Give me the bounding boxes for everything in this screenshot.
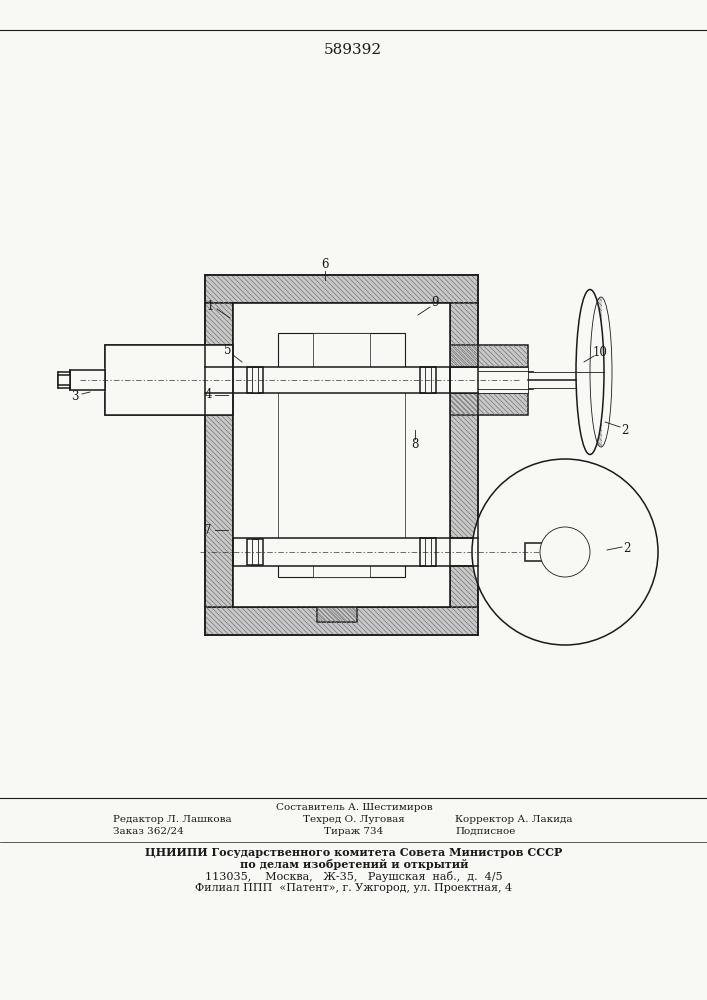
Text: Редактор Л. Лашкова: Редактор Л. Лашкова — [113, 814, 232, 824]
Bar — [115, 367, 450, 393]
Text: 7: 7 — [204, 524, 212, 536]
Text: Техред О. Луговая: Техред О. Луговая — [303, 814, 405, 824]
Bar — [405, 564, 450, 607]
Bar — [318, 572, 338, 607]
Text: Составитель А. Шестимиров: Составитель А. Шестимиров — [276, 802, 432, 812]
Ellipse shape — [576, 290, 604, 454]
Text: Корректор А. Лакида: Корректор А. Лакида — [455, 814, 573, 824]
Bar — [525, 543, 558, 561]
Bar — [586, 298, 602, 446]
Bar — [317, 577, 356, 622]
Bar — [205, 607, 478, 635]
Bar — [370, 333, 400, 368]
Text: Тираж 734: Тираж 734 — [325, 826, 384, 836]
Bar — [425, 538, 431, 566]
Bar — [313, 333, 370, 368]
Bar — [70, 370, 105, 390]
Bar — [58, 375, 70, 385]
Bar — [233, 538, 530, 566]
Bar — [370, 564, 400, 577]
Bar — [450, 393, 528, 415]
Bar — [405, 392, 450, 540]
Bar — [420, 538, 425, 566]
Bar — [345, 325, 365, 360]
Ellipse shape — [540, 527, 590, 577]
Bar — [420, 367, 425, 393]
Bar — [283, 564, 313, 577]
Bar — [252, 539, 258, 565]
Text: 2: 2 — [621, 424, 629, 436]
Bar — [431, 367, 436, 393]
Bar — [425, 367, 431, 393]
Bar — [247, 367, 263, 393]
Text: 589392: 589392 — [324, 43, 382, 57]
Text: 6: 6 — [321, 258, 329, 271]
Ellipse shape — [472, 459, 658, 645]
Bar — [278, 564, 405, 577]
Bar — [313, 564, 370, 577]
Text: Подписное: Подписное — [455, 826, 515, 836]
Bar — [450, 367, 528, 393]
Text: 4: 4 — [204, 388, 212, 401]
Text: 2: 2 — [624, 542, 631, 554]
Bar — [278, 333, 405, 368]
Text: 5: 5 — [224, 344, 232, 357]
Text: Филиал ППП  «Патент», г. Ужгород, ул. Проектная, 4: Филиал ППП «Патент», г. Ужгород, ул. Про… — [195, 883, 513, 893]
Bar — [317, 310, 356, 355]
Bar — [345, 572, 365, 607]
Text: по делам изобретений и открытий: по делам изобретений и открытий — [240, 858, 468, 869]
Bar — [420, 538, 436, 566]
Bar — [105, 345, 233, 367]
Bar — [278, 303, 405, 333]
Bar — [278, 577, 405, 607]
Text: 9: 9 — [431, 296, 439, 308]
Bar — [318, 325, 338, 360]
Bar — [233, 392, 278, 540]
Bar — [258, 367, 263, 393]
Bar — [247, 367, 252, 393]
Bar — [252, 367, 258, 393]
Bar — [431, 538, 436, 566]
Text: 10: 10 — [592, 346, 607, 359]
Bar — [105, 393, 233, 415]
Bar — [105, 345, 233, 415]
Text: 1: 1 — [206, 300, 214, 314]
Bar — [278, 392, 405, 540]
Bar — [450, 303, 478, 607]
Bar — [233, 303, 450, 607]
Text: 3: 3 — [71, 389, 78, 402]
Bar — [405, 303, 450, 368]
Bar — [233, 564, 278, 607]
Bar — [450, 345, 528, 367]
Bar — [283, 333, 313, 368]
Bar — [247, 539, 252, 565]
Bar — [205, 275, 478, 303]
Text: 113035,    Москва,   Ж-35,   Раушская  наб.,  д.  4/5: 113035, Москва, Ж-35, Раушская наб., д. … — [205, 870, 503, 882]
Bar — [205, 303, 233, 607]
Bar — [420, 367, 436, 393]
Text: 8: 8 — [411, 438, 419, 452]
Bar — [233, 303, 278, 368]
Text: Заказ 362/24: Заказ 362/24 — [113, 826, 184, 836]
Bar — [258, 539, 263, 565]
Bar — [247, 539, 263, 565]
Text: ЦНИИПИ Государственного комитета Совета Министров СССР: ЦНИИПИ Государственного комитета Совета … — [146, 848, 563, 858]
